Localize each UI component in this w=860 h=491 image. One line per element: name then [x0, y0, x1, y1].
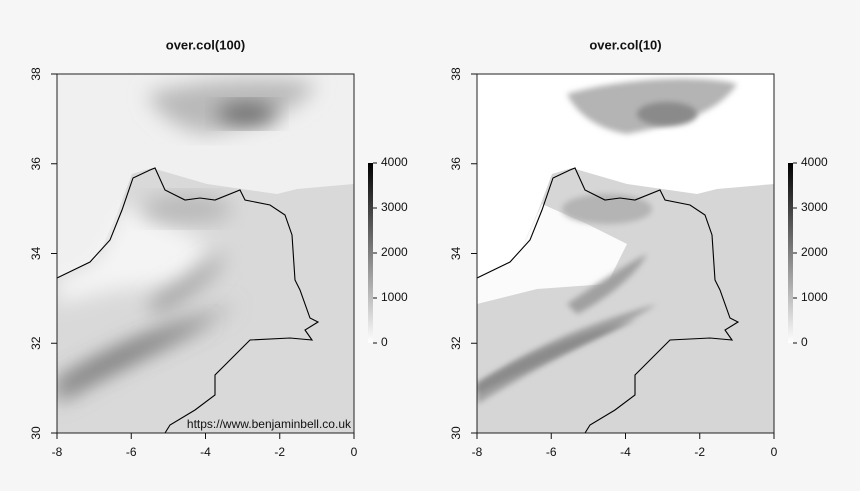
panel-title: over.col(10)	[589, 37, 661, 52]
colorbar-label: 3000	[801, 200, 828, 214]
x-tick-label: 0	[771, 445, 778, 459]
x-tick-label: -6	[546, 445, 557, 459]
colorbar-label: 4000	[381, 155, 408, 169]
y-tick-label: 36	[29, 157, 43, 171]
x-tick-label: -4	[620, 445, 631, 459]
map-panel: over.col(10) -8 -6 -4 -2 0 30 32 34 36 38 0 1000 2000…	[449, 37, 828, 459]
colorbar-label: 0	[801, 335, 808, 349]
atlas-core	[477, 319, 637, 394]
x-tick-label: -4	[200, 445, 211, 459]
middle-atlas	[567, 254, 647, 314]
panel-title: over.col(100)	[166, 37, 246, 52]
colorbar-label: 1000	[801, 290, 828, 304]
x-tick-label: -2	[694, 445, 705, 459]
y-tick-label: 34	[449, 247, 463, 261]
coastline	[57, 167, 320, 433]
rif	[142, 194, 232, 224]
coastline	[477, 167, 740, 433]
colorbar-label: 1000	[381, 290, 408, 304]
y-tick-label: 30	[29, 426, 43, 440]
x-tick-label: 0	[351, 445, 358, 459]
colorbar	[788, 163, 793, 343]
middle-atlas	[147, 254, 227, 314]
x-tick-label: -2	[274, 445, 285, 459]
plain	[477, 204, 627, 304]
y-tick-label: 32	[449, 336, 463, 350]
watermark: https://www.benjaminbell.co.uk	[187, 417, 352, 431]
sea	[477, 74, 774, 279]
y-tick-label: 36	[449, 157, 463, 171]
x-tick-label: -8	[52, 445, 63, 459]
plain	[57, 204, 207, 304]
colorbar-label: 4000	[801, 155, 828, 169]
raster	[57, 74, 354, 433]
colorbar-label: 2000	[801, 245, 828, 259]
colorbar-label: 3000	[381, 200, 408, 214]
colorbar-label: 2000	[381, 245, 408, 259]
map-panel: over.col(100) -8 -6 -4 -2 0 30 32 34 36 38 0 1000 200…	[29, 37, 408, 459]
atlas-core	[57, 319, 217, 394]
spain-peak	[637, 102, 697, 126]
colorbar	[368, 163, 373, 343]
raster	[477, 74, 774, 433]
spain-peak	[217, 102, 277, 126]
sea	[57, 74, 354, 279]
y-tick-label: 32	[29, 336, 43, 350]
y-tick-label: 30	[449, 426, 463, 440]
y-tick-label: 38	[449, 67, 463, 81]
y-tick-label: 34	[29, 247, 43, 261]
y-tick-label: 38	[29, 67, 43, 81]
x-tick-label: -6	[126, 445, 137, 459]
rif	[562, 194, 652, 224]
x-tick-label: -8	[472, 445, 483, 459]
colorbar-label: 0	[381, 335, 388, 349]
